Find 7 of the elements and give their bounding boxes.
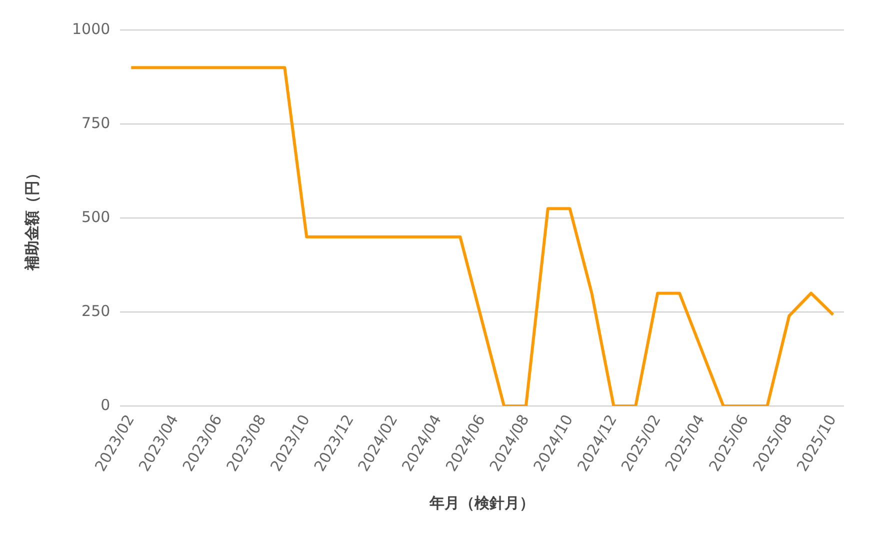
y-tick-label: 1000 [72,20,110,38]
y-axis-title: 補助金額（円） [22,166,41,272]
y-tick-label: 500 [82,208,110,226]
x-axis-title: 年月（検針月） [428,494,535,512]
y-tick-label: 0 [100,396,110,414]
y-tick-label: 750 [82,114,110,132]
y-tick-label: 250 [82,302,110,320]
